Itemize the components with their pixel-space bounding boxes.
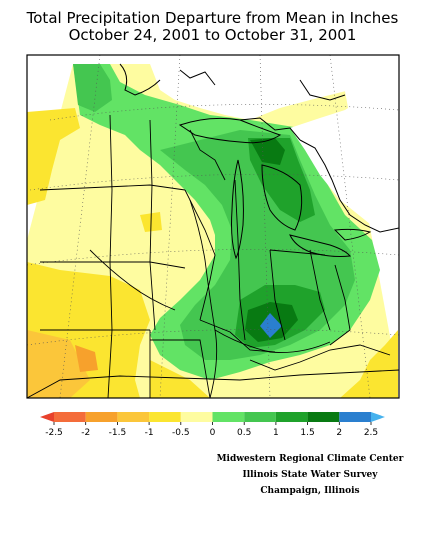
legend-swatch (117, 412, 150, 422)
legend-tick-label: 0 (210, 428, 216, 438)
contour-wet-core-north (250, 138, 285, 165)
legend-swatch (244, 412, 276, 422)
legend-tick-label: 2 (336, 428, 342, 438)
rivers (89, 199, 331, 398)
legend-swatch (54, 412, 86, 422)
map-date-range: October 24, 2001 to October 31, 2001 (68, 26, 357, 44)
contour-dry-south (150, 360, 210, 398)
legend-swatch (339, 412, 371, 422)
legend-swatch (275, 412, 308, 422)
credit-location: Champaign, Illinois (260, 486, 360, 496)
legend-swatch (149, 412, 181, 422)
legend-tick-label: -2 (81, 428, 90, 438)
contour-very-dry-spot (75, 345, 98, 372)
legend-tick-label: -1 (145, 428, 154, 438)
legend-swatch (212, 412, 245, 422)
legend-tick-label: 1.5 (300, 428, 314, 438)
legend-tick-label: 1 (273, 428, 279, 438)
credit-survey: Illinois State Water Survey (242, 470, 378, 480)
color-legend: -2.5 -2 -1.5 -1 -0.5 0 0.5 1 1.5 2 2.5 (40, 412, 385, 438)
legend-tick-label: -0.5 (172, 428, 190, 438)
map-frame (26, 54, 400, 399)
contour-dry-north (27, 108, 80, 205)
legend-swatch (307, 412, 340, 422)
contour-wet-peak (260, 313, 282, 338)
graticule (27, 55, 399, 398)
canada-east-area (290, 95, 399, 232)
legend-tick-label: -1.5 (109, 428, 127, 438)
contour-dry-core (27, 330, 90, 398)
legend-swatch (40, 412, 54, 422)
legend-swatch (85, 412, 118, 422)
contour-wet-northwest (73, 64, 112, 112)
legend-swatch (371, 412, 385, 422)
legend-swatch (180, 412, 213, 422)
state-boundaries (27, 114, 399, 398)
legend-tick-label: -2.5 (45, 428, 63, 438)
legend-tick-label: 2.5 (364, 428, 378, 438)
map-area (27, 55, 399, 398)
map-title: Total Precipitation Departure from Mean … (26, 9, 399, 27)
credit-center: Midwestern Regional Climate Center (216, 454, 404, 464)
legend-tick-label: 0.5 (237, 428, 251, 438)
great-lakes (119, 63, 399, 260)
canada-north-area (150, 64, 350, 120)
contour-dry-southeast (340, 280, 398, 398)
